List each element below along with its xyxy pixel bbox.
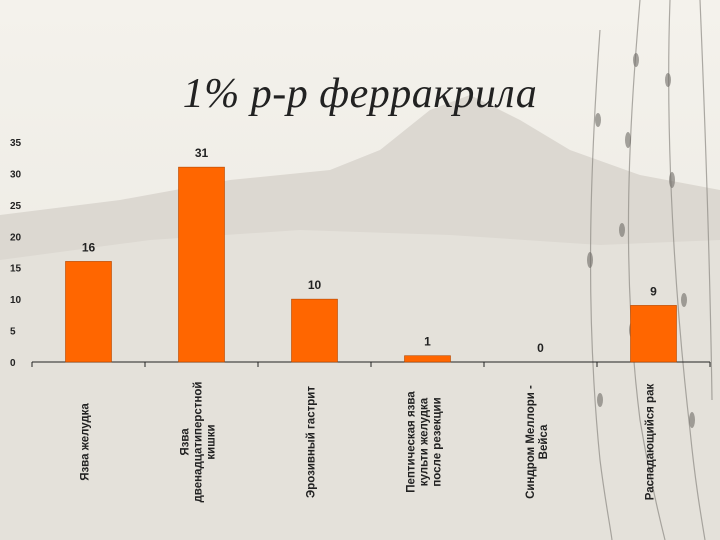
bar xyxy=(291,298,338,363)
data-label: 31 xyxy=(195,146,209,160)
y-tick-label: 0 xyxy=(10,358,16,369)
y-tick-label: 30 xyxy=(10,169,22,180)
data-label: 1 xyxy=(424,335,431,349)
y-tick-label: 5 xyxy=(10,327,16,338)
x-tick-label: Распадающийся рак xyxy=(645,384,657,501)
y-tick-label: 10 xyxy=(10,295,22,306)
svg-text:Язвадвенадцатиперстнойкишки: Язвадвенадцатиперстнойкишки xyxy=(180,382,218,503)
data-label: 10 xyxy=(308,278,322,292)
y-tick-label: 35 xyxy=(10,138,22,149)
svg-text:Распадающийся рак: Распадающийся рак xyxy=(645,384,657,501)
x-tick-label: Пептическая язвакульти желудкапосле резе… xyxy=(406,391,444,493)
data-label: 0 xyxy=(537,341,544,355)
x-tick-label: Язва желудка xyxy=(80,403,92,481)
x-tick-label: Эрозивный гастрит xyxy=(306,386,318,498)
y-tick-label: 20 xyxy=(10,232,22,243)
bar xyxy=(65,261,112,363)
svg-text:Пептическая язвакульти желудка: Пептическая язвакульти желудкапосле резе… xyxy=(406,391,444,493)
y-tick-label: 15 xyxy=(10,264,22,275)
y-tick-label: 25 xyxy=(10,201,22,212)
svg-text:Синдром Меллори -Вейса: Синдром Меллори -Вейса xyxy=(525,385,550,499)
page-title: 1% р-р ферракрила xyxy=(182,71,538,117)
bar xyxy=(178,166,225,363)
x-tick-label: Синдром Меллори -Вейса xyxy=(525,385,550,499)
data-label: 9 xyxy=(650,284,657,298)
data-label: 16 xyxy=(82,240,96,254)
svg-text:Эрозивный гастрит: Эрозивный гастрит xyxy=(306,386,318,498)
svg-text:Язва желудка: Язва желудка xyxy=(80,403,92,481)
x-tick-label: Язвадвенадцатиперстнойкишки xyxy=(180,382,218,503)
bar xyxy=(404,355,451,363)
bar xyxy=(630,305,677,363)
